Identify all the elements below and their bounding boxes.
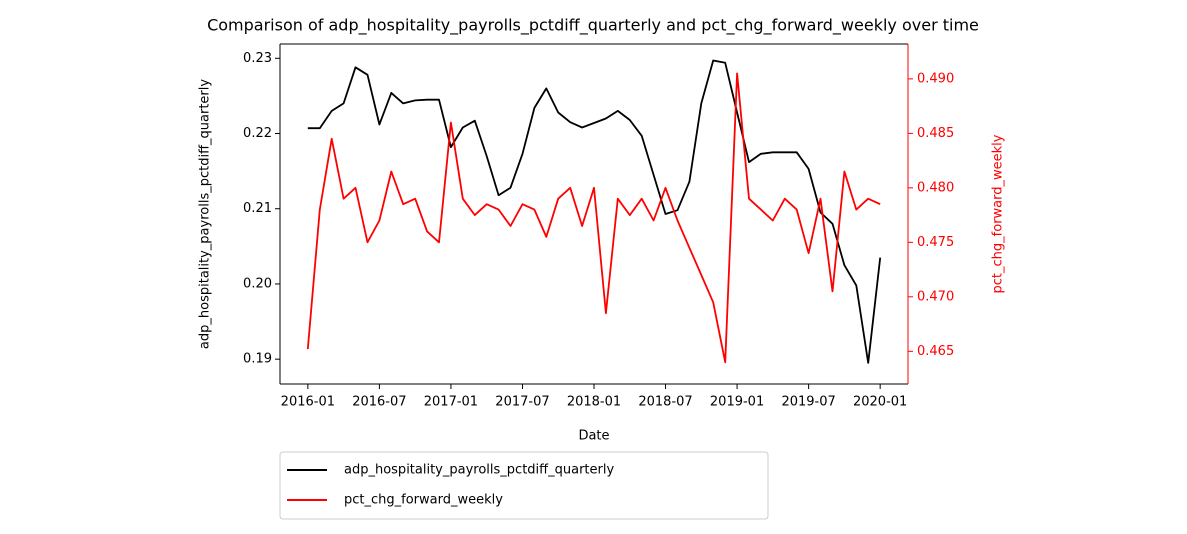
x-tick-label: 2019-07 (781, 395, 835, 410)
chart-title: Comparison of adp_hospitality_payrolls_p… (207, 16, 979, 36)
series-line (307, 59, 882, 364)
y2-tick-label: 0.480 (917, 180, 954, 195)
legend-label: pct_chg_forward_weekly (344, 493, 503, 508)
y2-tick-label: 0.465 (917, 344, 954, 359)
series-line (306, 72, 881, 364)
y-tick-label: 0.20 (243, 276, 272, 291)
x-tick-label: 2016-01 (281, 395, 335, 410)
x-axis-label: Date (578, 429, 609, 444)
legend-box (279, 451, 769, 520)
x-tick-label: 2019-01 (710, 395, 764, 410)
y2-axis-label: pct_chg_forward_weekly (991, 134, 1006, 293)
y-tick-label: 0.21 (243, 201, 272, 216)
y2-tick-label: 0.490 (917, 71, 954, 86)
y2-tick-label: 0.475 (917, 235, 954, 250)
y-tick-label: 0.22 (243, 126, 272, 141)
y-axis-label: adp_hospitality_payrolls_pctdiff_quarter… (198, 79, 213, 349)
x-tick-label: 2017-01 (424, 395, 478, 410)
x-tick-label: 2018-01 (567, 395, 621, 410)
x-tick-label: 2018-07 (638, 395, 692, 410)
y-tick-label: 0.19 (243, 352, 272, 367)
legend-label: adp_hospitality_payrolls_pctdiff_quarter… (344, 463, 614, 478)
y-tick-label: 0.23 (243, 51, 272, 66)
x-tick-label: 2017-07 (495, 395, 549, 410)
y2-tick-label: 0.485 (917, 126, 954, 141)
y2-tick-label: 0.470 (917, 289, 954, 304)
x-tick-label: 2020-01 (853, 395, 907, 410)
x-tick-label: 2016-07 (352, 395, 406, 410)
